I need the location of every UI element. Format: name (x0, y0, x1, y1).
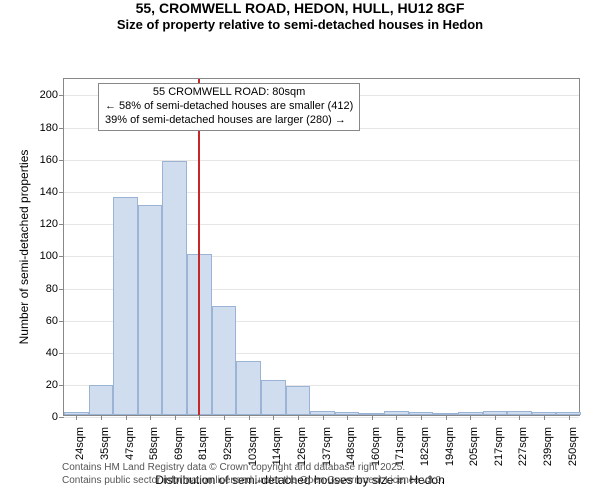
page-subtitle: Size of property relative to semi-detach… (0, 17, 600, 33)
x-tick-label: 69sqm (173, 427, 185, 460)
x-tick (249, 415, 250, 420)
x-tick (175, 415, 176, 420)
x-tick-label: 114sqm (271, 427, 283, 465)
x-tick-label: 171sqm (394, 427, 406, 466)
x-tick-label: 137sqm (321, 427, 333, 466)
y-tick-label: 60 (46, 315, 58, 327)
y-tick (59, 192, 64, 193)
gridline (64, 160, 579, 161)
x-tick (372, 415, 373, 420)
y-tick (59, 160, 64, 161)
y-tick (59, 95, 64, 96)
x-tick (421, 415, 422, 420)
y-tick (59, 128, 64, 129)
x-tick (347, 415, 348, 420)
gridline (64, 192, 579, 193)
y-tick (59, 321, 64, 322)
attribution-footer: Contains HM Land Registry data © Crown c… (62, 462, 444, 487)
y-tick (59, 385, 64, 386)
x-tick (298, 415, 299, 420)
callout-line3: 39% of semi-detached houses are larger (… (105, 114, 353, 128)
x-tick (76, 415, 77, 420)
x-tick-label: 250sqm (567, 427, 579, 466)
x-tick (470, 415, 471, 420)
bar (261, 380, 286, 415)
y-tick-label: 80 (46, 283, 58, 295)
footer-line-1: Contains HM Land Registry data © Crown c… (62, 462, 444, 475)
bar (212, 306, 237, 415)
x-tick-label: 194sqm (444, 427, 456, 466)
x-tick-label: 148sqm (345, 427, 357, 466)
x-tick (323, 415, 324, 420)
x-tick-label: 217sqm (493, 427, 505, 466)
bar (138, 205, 163, 416)
x-tick (224, 415, 225, 420)
x-tick-label: 182sqm (419, 427, 431, 466)
x-tick (396, 415, 397, 420)
y-tick (59, 224, 64, 225)
bar (89, 385, 114, 416)
x-tick (101, 415, 102, 420)
x-tick (544, 415, 545, 420)
x-tick (199, 415, 200, 420)
y-tick-label: 100 (40, 250, 58, 262)
x-tick-label: 47sqm (124, 427, 136, 460)
y-tick-label: 0 (52, 411, 58, 423)
plot-area: 02040608010012014016018020024sqm35sqm47s… (63, 78, 580, 416)
y-tick-label: 120 (40, 218, 58, 230)
y-tick-label: 20 (46, 379, 58, 391)
y-tick (59, 289, 64, 290)
x-tick-label: 239sqm (542, 427, 554, 466)
footer-line-2: Contains public sector information licen… (62, 475, 444, 488)
bar (162, 161, 187, 415)
bar (236, 361, 261, 416)
callout-line2: ← 58% of semi-detached houses are smalle… (105, 100, 353, 114)
x-tick-label: 92sqm (222, 427, 234, 460)
x-tick-label: 35sqm (99, 427, 111, 460)
y-tick-label: 140 (40, 186, 58, 198)
x-tick (126, 415, 127, 420)
x-tick-label: 58sqm (148, 427, 160, 460)
x-tick-label: 81sqm (197, 427, 209, 460)
x-tick (495, 415, 496, 420)
y-tick-label: 160 (40, 154, 58, 166)
x-tick (446, 415, 447, 420)
x-tick-label: 126sqm (296, 427, 308, 466)
y-tick-label: 40 (46, 347, 58, 359)
bar (113, 197, 138, 416)
x-tick-label: 227sqm (517, 427, 529, 466)
x-tick-label: 24sqm (74, 427, 86, 460)
x-tick (273, 415, 274, 420)
y-tick (59, 353, 64, 354)
property-callout: 55 CROMWELL ROAD: 80sqm← 58% of semi-det… (98, 83, 360, 130)
x-tick (569, 415, 570, 420)
y-tick-label: 200 (40, 89, 58, 101)
x-tick (150, 415, 151, 420)
gridline (64, 417, 579, 418)
y-tick (59, 256, 64, 257)
callout-line1: 55 CROMWELL ROAD: 80sqm (105, 86, 353, 100)
x-tick-label: 205sqm (468, 427, 480, 466)
page-title: 55, CROMWELL ROAD, HEDON, HULL, HU12 8GF (0, 0, 600, 17)
x-tick-label: 103sqm (247, 427, 259, 466)
x-tick-label: 160sqm (370, 427, 382, 466)
bar (286, 386, 311, 415)
y-tick (59, 417, 64, 418)
x-tick (519, 415, 520, 420)
y-axis-label: Number of semi-detached properties (17, 150, 31, 345)
y-tick-label: 180 (40, 122, 58, 134)
